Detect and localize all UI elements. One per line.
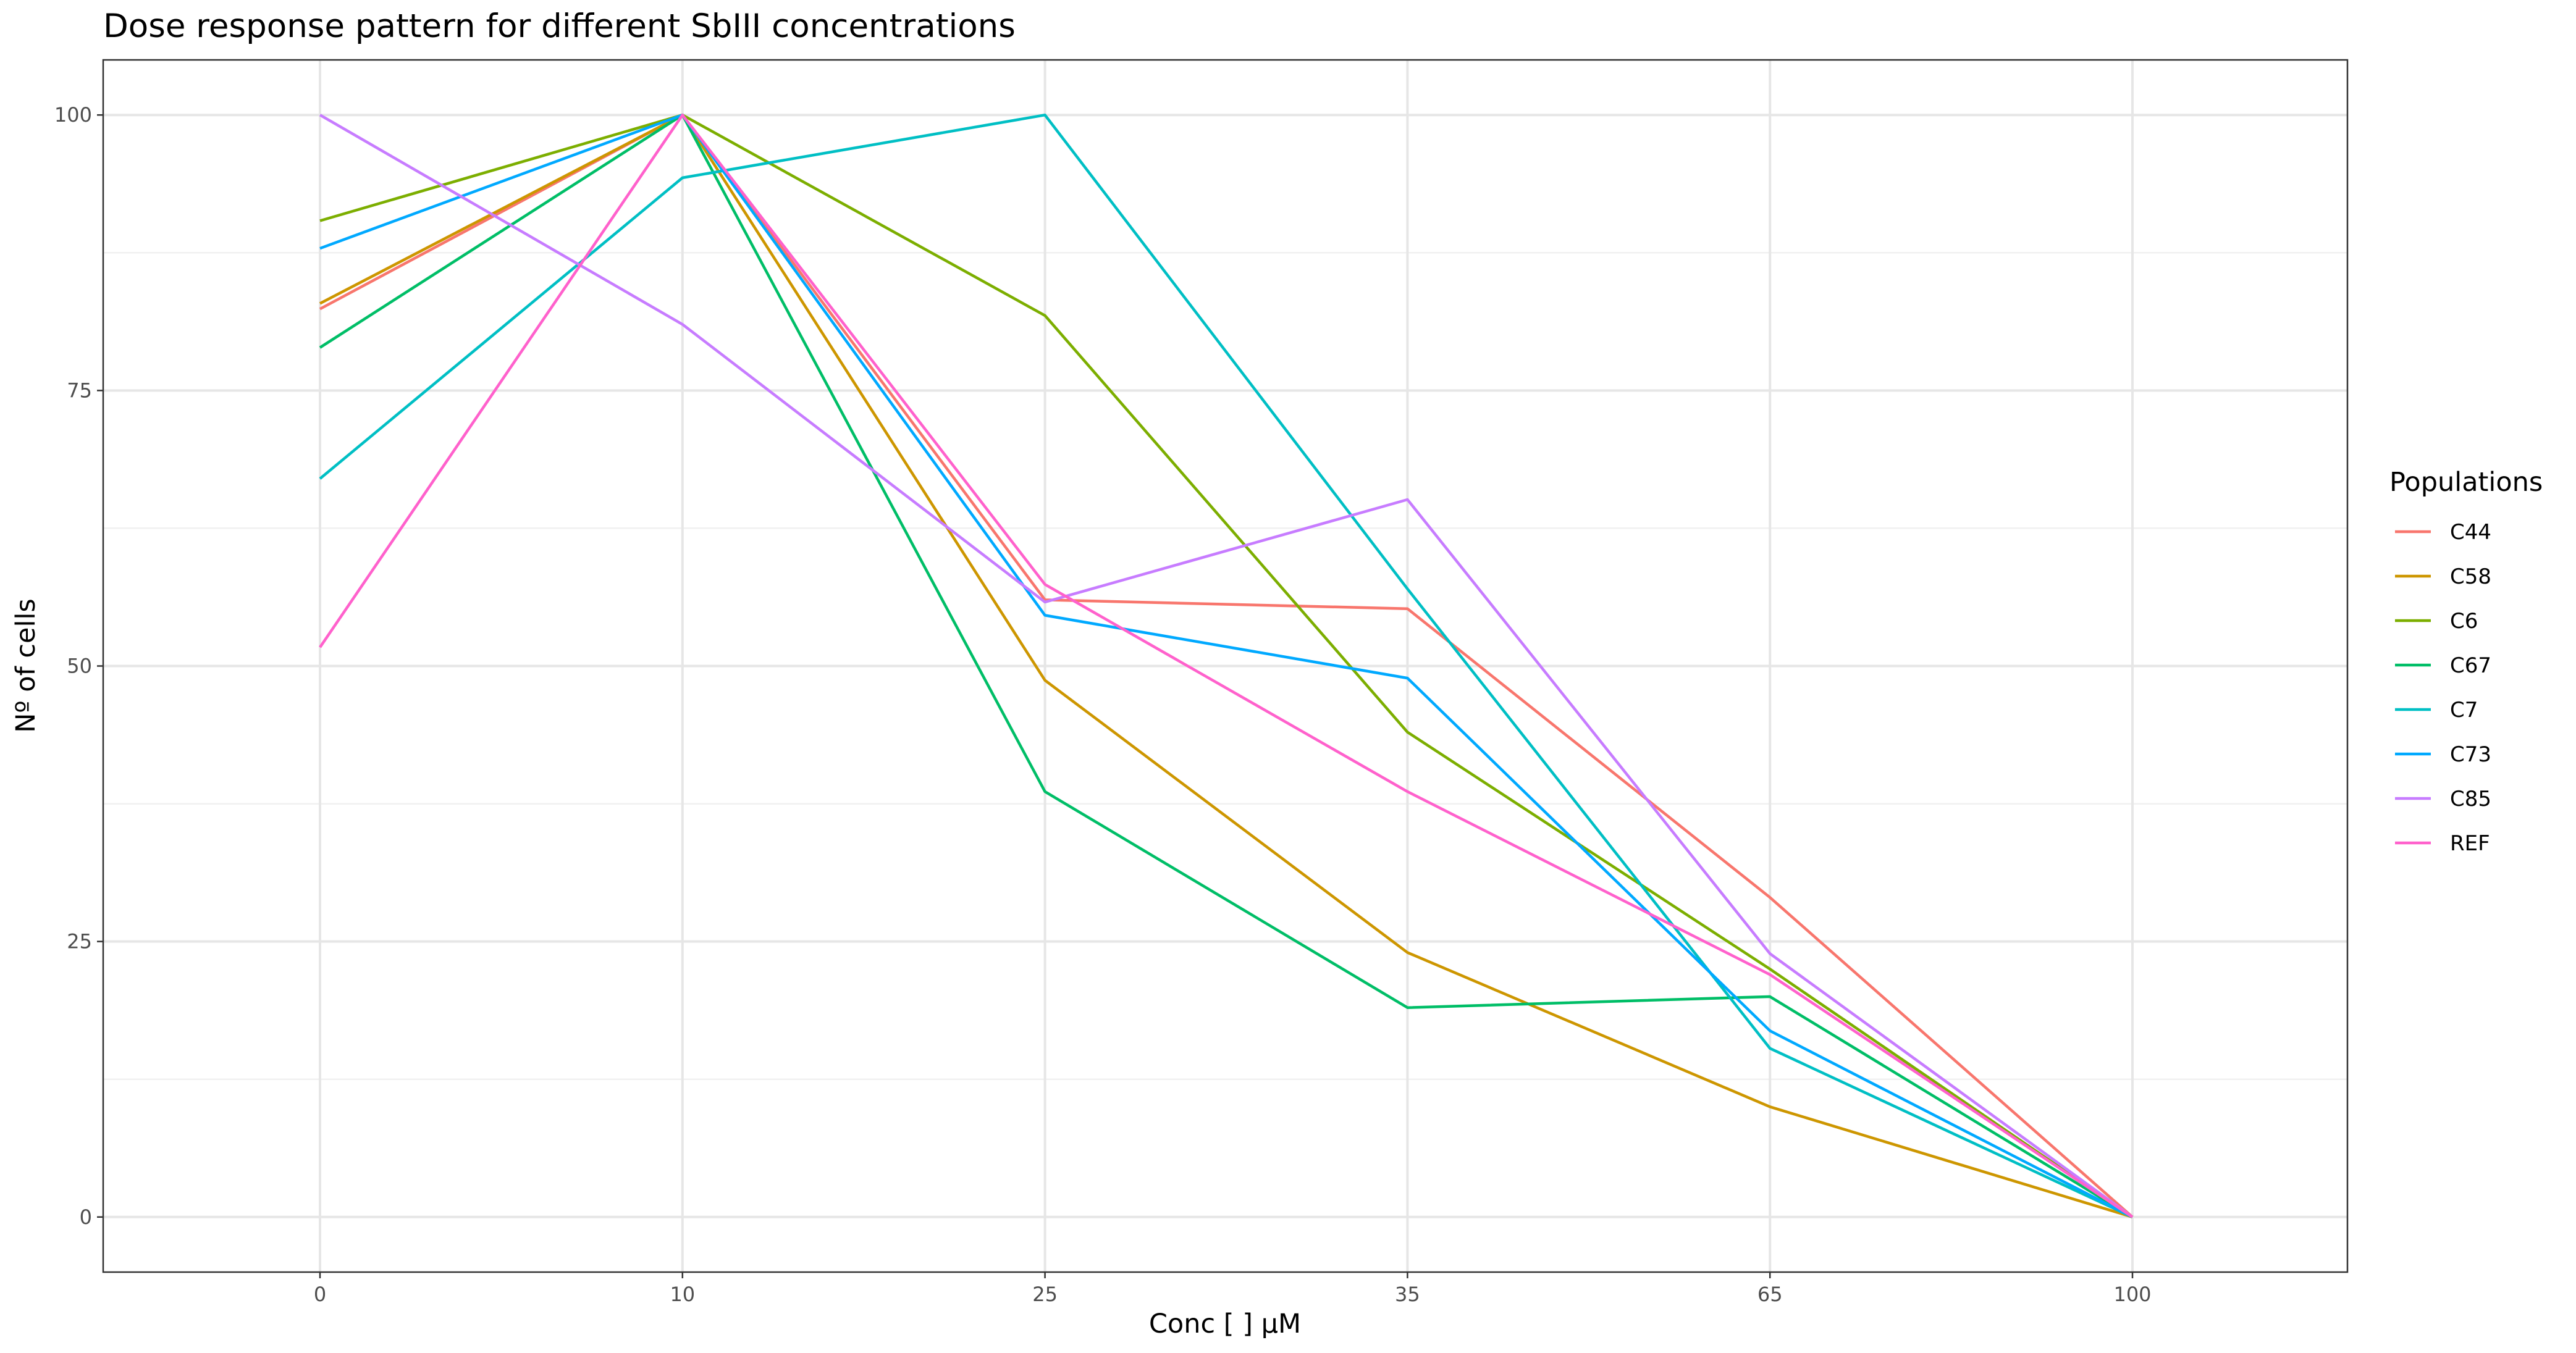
series-line-c7: [319, 113, 2133, 1218]
grid-layer: [103, 60, 2347, 1272]
x-tick-label: 100: [2113, 1283, 2151, 1306]
legend-label-c73: C73: [2450, 742, 2491, 767]
legend-label-c44: C44: [2450, 520, 2491, 545]
y-tick-label: 0: [80, 1205, 92, 1229]
series-line-c73: [319, 113, 2134, 1218]
y-tick-label: 75: [67, 379, 92, 402]
series-line-c85: [319, 114, 2134, 1218]
legend-label-c67: C67: [2450, 653, 2491, 678]
series-line-c6: [319, 113, 2134, 1218]
chart-title: Dose response pattern for different SbII…: [103, 7, 1016, 45]
legend-label-c6: C6: [2450, 609, 2478, 634]
y-axis-title: Nº of cells: [11, 598, 41, 733]
x-tick-label: 65: [1757, 1283, 1783, 1306]
x-axis-title: Conc [ ] µM: [1149, 1309, 1301, 1339]
axis-layer: 0 10 25 35 65 100 0 25 50 75 100: [54, 103, 2152, 1306]
legend: Populations C44 C58 C6 C67 C7 C73 C85 REF: [2389, 467, 2543, 856]
series-layer: [319, 113, 2134, 1218]
y-tick-label: 100: [54, 103, 92, 127]
series-line-c67: [319, 113, 2134, 1218]
legend-label-c85: C85: [2450, 787, 2491, 811]
series-line-c58: [319, 113, 2133, 1218]
legend-items: C44 C58 C6 C67 C7 C73 C85 REF: [2395, 520, 2491, 856]
x-tick-label: 10: [670, 1283, 695, 1306]
legend-title: Populations: [2389, 467, 2543, 498]
legend-label-c7: C7: [2450, 698, 2478, 723]
x-tick-label: 0: [314, 1283, 326, 1306]
legend-label-ref: REF: [2450, 831, 2490, 856]
x-tick-label: 25: [1032, 1283, 1058, 1306]
y-tick-label: 50: [67, 655, 92, 678]
x-tick-label: 35: [1395, 1283, 1420, 1306]
legend-label-c58: C58: [2450, 564, 2491, 589]
series-line-ref: [319, 113, 2134, 1218]
y-tick-label: 25: [67, 930, 92, 953]
